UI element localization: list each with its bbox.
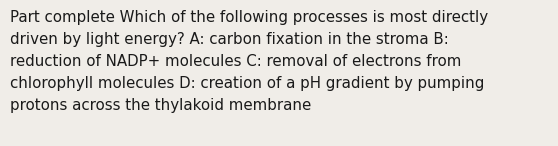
Text: reduction of NADP+ molecules C: removal of electrons from: reduction of NADP+ molecules C: removal … xyxy=(10,54,461,69)
Text: driven by light energy? A: carbon fixation in the stroma B:: driven by light energy? A: carbon fixati… xyxy=(10,32,449,47)
Text: Part complete Which of the following processes is most directly: Part complete Which of the following pro… xyxy=(10,10,488,25)
Text: protons across the thylakoid membrane: protons across the thylakoid membrane xyxy=(10,98,311,113)
Text: chlorophyll molecules D: creation of a pH gradient by pumping: chlorophyll molecules D: creation of a p… xyxy=(10,76,484,91)
